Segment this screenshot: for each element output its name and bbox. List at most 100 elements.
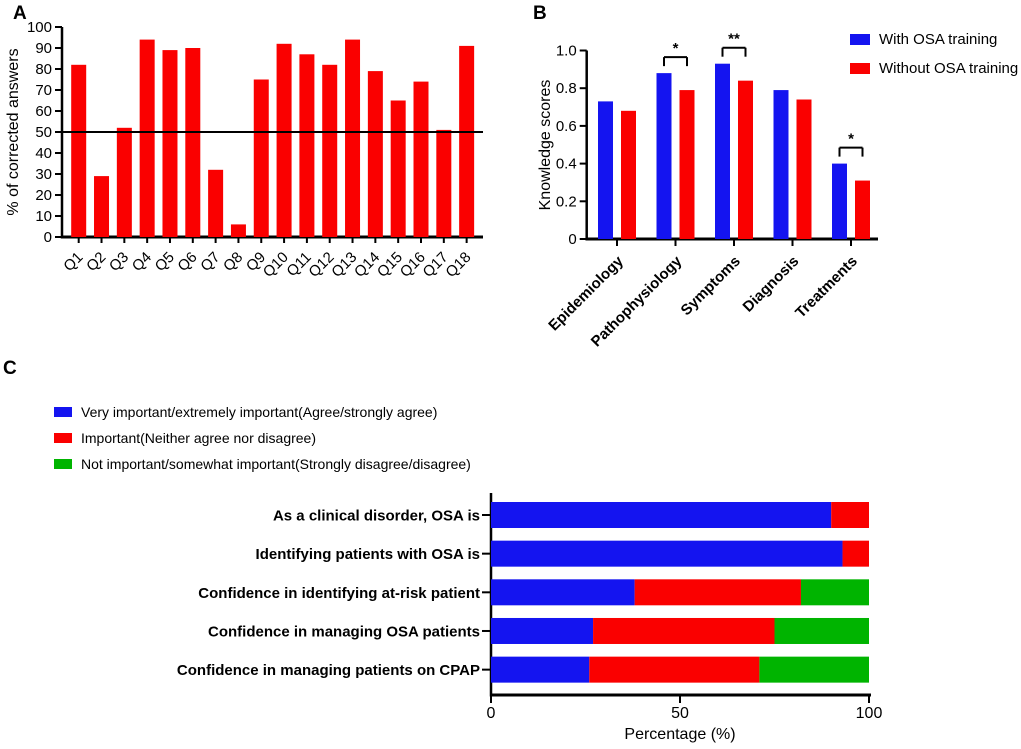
panel-c-x-tick-label-100: 100: [856, 705, 883, 722]
panel-a-x-tick-label-Q1: Q1: [60, 249, 86, 275]
panel-a-x-tick-label-Q2: Q2: [83, 249, 109, 275]
legend-b-item-1: With OSA training: [850, 30, 1018, 48]
panel-a-y-tick-label-0: 0: [44, 229, 52, 246]
panel-b-y-tick-label-0: 0: [568, 231, 576, 248]
panel-b-bar-without-training-Diagnosis: [796, 99, 812, 239]
panel-a-y-tick-label-50: 50: [35, 124, 52, 141]
legend-c-item-1: Very important/extremely important(Agree…: [54, 403, 471, 421]
panel-a-x-tick-label-Q3: Q3: [106, 249, 132, 275]
panel-a-bar-Q17: [436, 129, 452, 237]
panel-a-bar-Q15: [390, 100, 406, 237]
panel-a-bar-Q11: [299, 54, 315, 237]
panel-c-segment-red-row3: [634, 579, 801, 606]
legend-c-swatch-2: [54, 433, 72, 443]
panel-c-segment-blue-row2: [491, 540, 843, 567]
panel-c-category-label-row2: Identifying patients with OSA is: [256, 546, 480, 563]
panel-a-bar-Q5: [162, 50, 178, 237]
panel-b-bar-with-training-Symptoms: [715, 63, 730, 239]
panel-b-y-tick-label-0.8: 0.8: [556, 80, 577, 97]
legend-b-label-2: Without OSA training: [879, 59, 1019, 77]
panel-a-y-tick-label-70: 70: [35, 82, 52, 99]
panel-c-category-label-row5: Confidence in managing patients on CPAP: [177, 662, 480, 679]
panel-a-bar-Q2: [94, 176, 110, 237]
panel-a-y-tick-label-90: 90: [35, 40, 52, 57]
panel-a-bar-Q6: [185, 48, 201, 237]
panel-a-y-tick-label-20: 20: [35, 187, 52, 204]
panel-b-bar-with-training-Epidemiology: [598, 101, 613, 240]
panel-a-x-tick-label-Q6: Q6: [174, 249, 200, 275]
panel-c-segment-green-row3: [800, 579, 869, 606]
panel-b-bar-without-training-Treatments: [855, 180, 870, 239]
panel-a-bar-Q3: [116, 127, 132, 237]
panel-a-x-tick-label-Q8: Q8: [220, 249, 246, 275]
panel-a-y-tick-label-100: 100: [27, 19, 52, 36]
panel-a-y-tick-label-60: 60: [35, 103, 52, 120]
panel-c-segment-blue-row3: [491, 579, 635, 606]
panel-b-sig-star-Symptoms: **: [728, 31, 740, 48]
panel-c-segment-red-row4: [593, 617, 775, 644]
panel-c-segment-red-row1: [831, 502, 869, 528]
panel-a-bar-Q7: [208, 169, 224, 237]
panel-b-bar-without-training-Symptoms: [738, 80, 753, 239]
panel-a-bar-Q1: [71, 64, 87, 237]
legend-c-swatch-3: [54, 459, 72, 469]
panel-b-bar-with-training-Pathophysiology: [656, 73, 672, 240]
panel-c-segment-blue-row5: [491, 656, 590, 683]
legend-b-swatch-1: [850, 33, 870, 45]
panel-a-bar-Q18: [459, 45, 475, 238]
panel-a-bar-Q8: [230, 224, 246, 237]
panel-b-x-tick-label-Diagnosis: Diagnosis: [740, 253, 803, 316]
panel-a-bar-Q4: [139, 39, 155, 237]
panel-b-x-tick-label-Treatments: Treatments: [792, 253, 861, 322]
panel-a-y-tick-label-40: 40: [35, 145, 52, 162]
panel-c-category-label-row4: Confidence in managing OSA patients: [208, 623, 480, 640]
panel-b-sig-star-Pathophysiology: *: [673, 40, 679, 57]
panel-a-x-tick-label-Q7: Q7: [197, 249, 223, 275]
panel-c-segment-blue-row4: [491, 617, 594, 644]
panel-a-x-tick-label-Q18: Q18: [442, 249, 474, 281]
panel-c-category-label-row3: Confidence in identifying at-risk patien…: [198, 585, 480, 602]
panel-a-bar-Q9: [253, 79, 269, 237]
panel-c-segment-red-row5: [589, 656, 760, 683]
panel-a-bar-Q16: [413, 81, 429, 237]
legend-c-item-2: Important(Neither agree nor disagree): [54, 429, 471, 447]
panel-b-y-tick-label-0.6: 0.6: [556, 118, 577, 135]
panel-c-chart: 0 50 100 As a clinical disorder, OSA is Iden…: [177, 493, 883, 722]
panel-c-x-tick-label-0: 0: [487, 705, 496, 722]
panel-c-category-label-row1: As a clinical disorder, OSA is: [273, 508, 480, 525]
panel-c-x-tick-label-50: 50: [671, 705, 689, 722]
panel-a-x-tick-label-Q4: Q4: [129, 249, 155, 275]
panel-b-y-tick-label-1.0: 1.0: [556, 43, 577, 60]
panel-b-bar-with-training-Diagnosis: [773, 90, 789, 240]
panel-a-bar-Q10: [276, 43, 292, 237]
panel-c-segment-green-row5: [759, 656, 869, 683]
panel-c-segment-green-row4: [774, 617, 869, 644]
legend-c-label-1: Very important/extremely important(Agree…: [81, 404, 438, 420]
panel-c-x-axis-title: Percentage (%): [624, 726, 736, 743]
panel-b-legend: With OSA training Without OSA training: [850, 30, 1018, 88]
panel-a-bar-Q14: [367, 71, 383, 237]
panel-b-x-tick-label-Symptoms: Symptoms: [678, 253, 744, 319]
legend-b-label-1: With OSA training: [879, 30, 998, 48]
legend-c-swatch-1: [54, 407, 72, 417]
panel-a-letter: A: [13, 3, 27, 24]
panel-a-bar-Q12: [322, 64, 338, 237]
legend-b-item-2: Without OSA training: [850, 59, 1018, 77]
panel-b-chart: 00.20.40.60.81.0EpidemiologyPathophysiol…: [545, 31, 878, 350]
panel-b-bar-without-training-Epidemiology: [621, 110, 636, 239]
panel-b-y-tick-label-0.4: 0.4: [556, 156, 577, 173]
panel-b-bar-with-training-Treatments: [832, 163, 847, 239]
panel-c-segment-blue-row1: [491, 502, 832, 528]
panel-c-legend: Very important/extremely important(Agree…: [54, 403, 471, 481]
panel-a-x-tick-label-Q5: Q5: [152, 249, 178, 275]
panel-a-y-tick-label-80: 80: [35, 61, 52, 78]
panel-b-y-tick-label-0.2: 0.2: [556, 193, 577, 210]
legend-b-swatch-2: [850, 62, 870, 74]
panel-a-y-tick-label-10: 10: [35, 208, 52, 225]
panel-b-bar-without-training-Pathophysiology: [679, 90, 695, 240]
panel-b-letter: B: [533, 3, 547, 24]
panel-c-letter: C: [3, 358, 17, 379]
panel-a-bar-Q13: [345, 39, 361, 237]
panel-c-segment-red-row2: [842, 540, 869, 567]
